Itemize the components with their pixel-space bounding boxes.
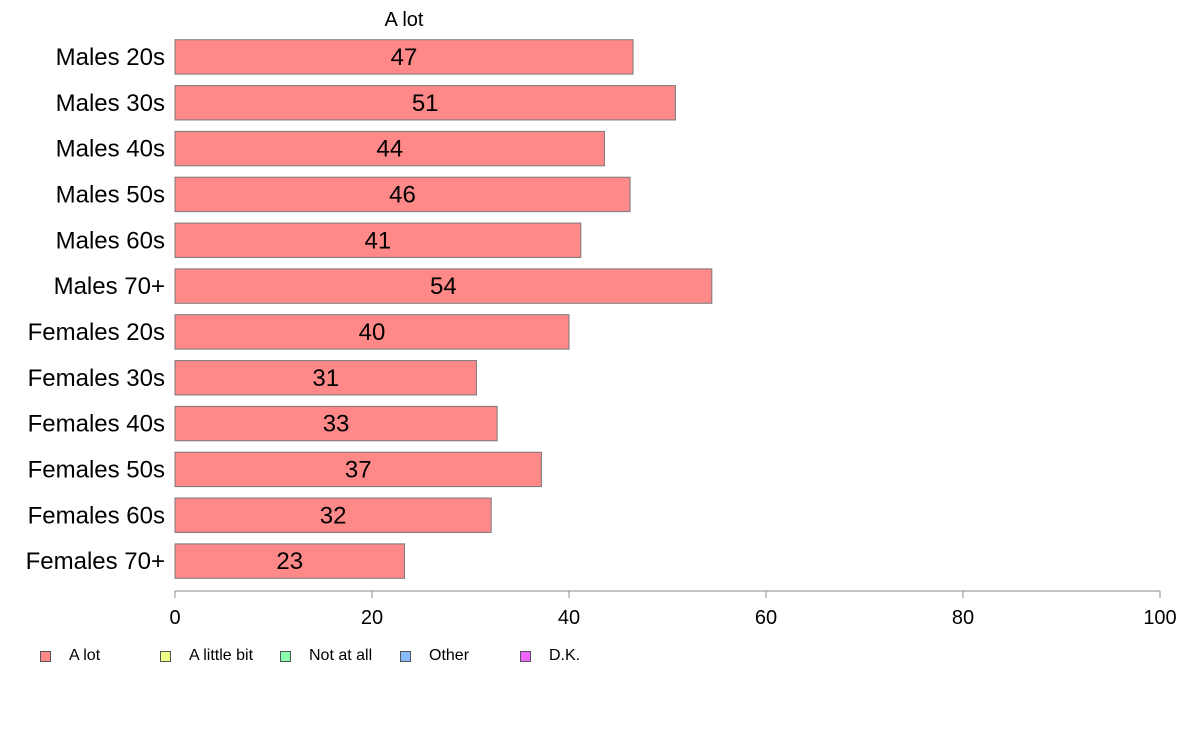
bar-males-40s xyxy=(174,130,605,167)
data-label-males-30s: 51 xyxy=(412,90,439,117)
bar-males-70-plus xyxy=(174,268,713,304)
legend-swatch-other xyxy=(400,650,411,662)
category-label-females-20s: Females 20s xyxy=(28,319,165,346)
legend-swatch-dk xyxy=(520,650,531,662)
category-label-males-30s: Males 30s xyxy=(56,90,165,117)
data-label-males-50s: 46 xyxy=(389,181,416,208)
data-label-females-40s: 33 xyxy=(323,411,350,438)
legend-swatch-a-lot xyxy=(40,650,51,662)
x-tick-label-40: 40 xyxy=(558,607,580,629)
data-label-females-20s: 40 xyxy=(359,319,386,346)
category-label-females-30s: Females 30s xyxy=(28,365,165,392)
legend-label-other: Other xyxy=(429,647,470,664)
data-label-males-40s: 44 xyxy=(376,136,403,163)
x-tick-label-60: 60 xyxy=(755,607,777,629)
category-label-males-50s: Males 50s xyxy=(56,181,165,208)
x-tick-label-80: 80 xyxy=(952,607,974,629)
category-label-males-70-plus: Males 70+ xyxy=(54,273,165,300)
legend-swatch-not-at-all xyxy=(280,650,291,662)
bar-females-70-plus xyxy=(174,543,406,579)
data-label-males-60s: 41 xyxy=(365,227,392,254)
bar-females-40s xyxy=(174,405,498,442)
legend-label-a-little-bit: A little bit xyxy=(189,647,254,664)
bar-females-60s xyxy=(174,497,492,533)
x-tick-label-0: 0 xyxy=(169,607,180,629)
category-label-males-20s: Males 20s xyxy=(56,44,165,71)
bar-females-30s xyxy=(174,360,477,396)
category-label-females-40s: Females 40s xyxy=(28,411,165,438)
category-label-females-70-plus: Females 70+ xyxy=(26,548,165,575)
legend-swatch-a-little-bit xyxy=(160,650,171,662)
bar-females-20s xyxy=(174,314,570,350)
data-label-males-20s: 47 xyxy=(391,44,418,71)
bar-males-20s xyxy=(174,39,634,75)
data-label-females-70-plus: 23 xyxy=(276,548,303,575)
legend-item-other: Other xyxy=(400,646,469,666)
data-label-females-60s: 32 xyxy=(320,502,347,529)
bar-males-60s xyxy=(174,222,582,258)
legend-item-a-lot: A lot xyxy=(40,646,100,666)
category-label-males-40s: Males 40s xyxy=(56,136,165,163)
x-tick-label-20: 20 xyxy=(361,607,383,629)
bar-males-30s xyxy=(174,85,676,121)
bar-females-50s xyxy=(174,451,542,488)
data-label-females-50s: 37 xyxy=(345,456,372,483)
x-tick-label-100: 100 xyxy=(1143,607,1176,629)
legend-label-not-at-all: Not at all xyxy=(309,647,373,664)
legend-item-dk: D.K. xyxy=(520,646,580,666)
legend-label-a-lot: A lot xyxy=(69,647,101,664)
chart-title: A lot xyxy=(385,9,424,31)
category-label-females-60s: Females 60s xyxy=(28,502,165,529)
data-label-males-70-plus: 54 xyxy=(430,273,457,300)
data-label-females-30s: 31 xyxy=(312,365,339,392)
category-label-males-60s: Males 60s xyxy=(56,227,165,254)
legend-item-a-little-bit: A little bit xyxy=(160,646,253,666)
bar-males-50s xyxy=(174,176,631,213)
legend-label-dk: D.K. xyxy=(549,647,581,664)
legend-item-not-at-all: Not at all xyxy=(280,646,372,666)
category-label-females-50s: Females 50s xyxy=(28,456,165,483)
